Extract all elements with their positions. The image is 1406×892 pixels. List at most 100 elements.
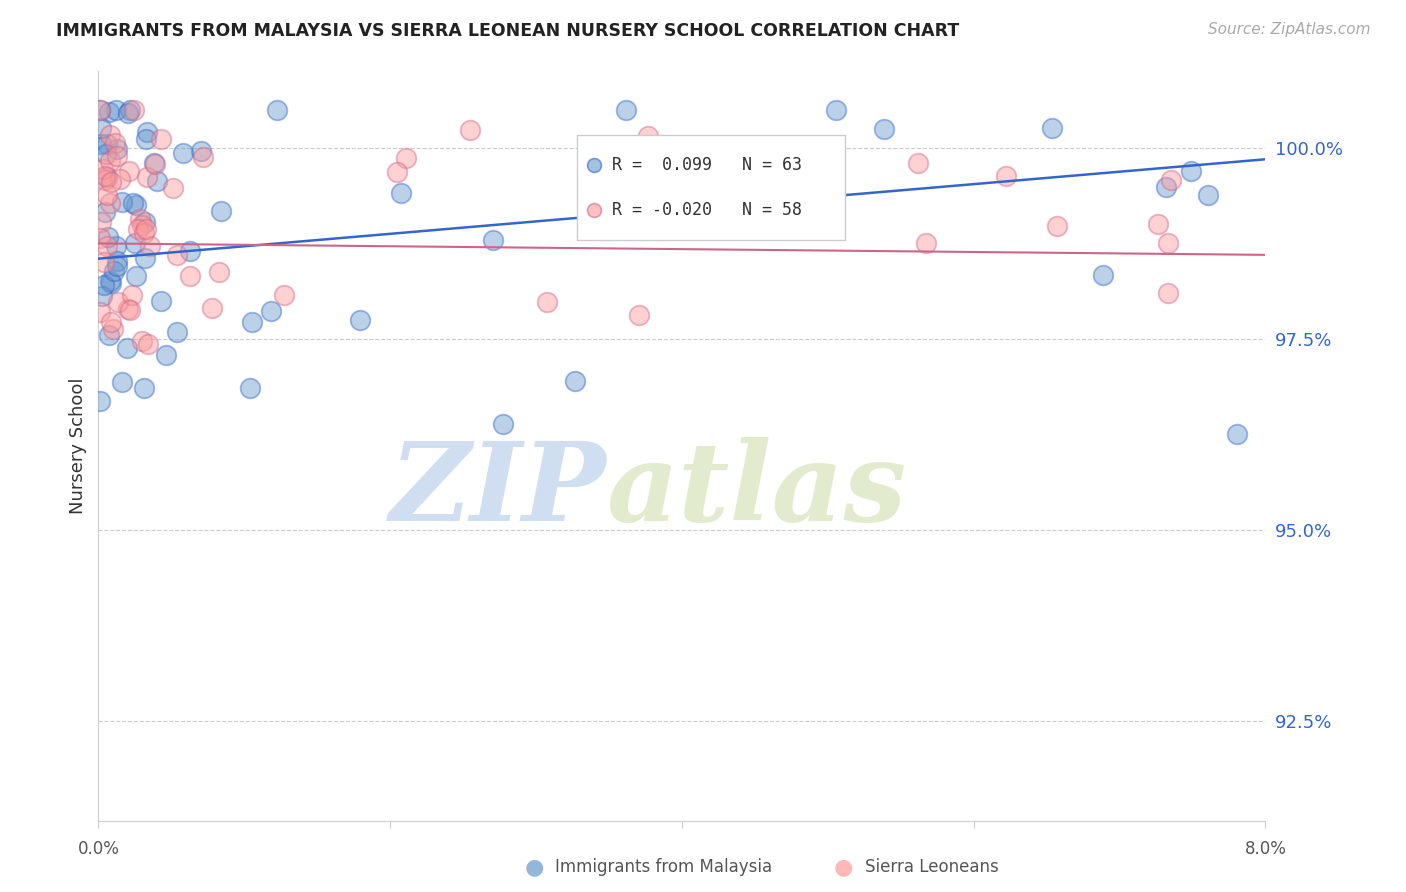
Point [824, 103, 846, 117]
Point [104, 136, 127, 151]
Point [907, 156, 929, 170]
Point [125, 198, 148, 212]
Point [105, 142, 128, 156]
Point [146, 174, 169, 188]
Point [162, 181, 184, 195]
Point [166, 325, 188, 339]
Point [191, 150, 214, 164]
Point [97, 105, 120, 120]
Point [134, 251, 156, 265]
Point [179, 244, 201, 259]
Point [266, 103, 288, 117]
Point [155, 348, 177, 362]
Point [873, 122, 896, 136]
Point [89, 393, 111, 408]
Point [100, 175, 122, 189]
Point [94, 169, 117, 184]
Point [259, 303, 281, 318]
Point [808, 219, 831, 233]
Point [90, 289, 112, 303]
Point [1160, 173, 1182, 187]
Point [94, 172, 117, 186]
Point [128, 211, 150, 226]
Point [98, 274, 121, 288]
Text: ●: ● [524, 857, 544, 877]
Point [124, 236, 146, 251]
Point [89, 231, 111, 245]
Y-axis label: Nursery School: Nursery School [69, 377, 87, 515]
Point [172, 146, 194, 161]
Point [107, 295, 129, 310]
Point [385, 165, 408, 179]
Point [349, 313, 371, 327]
Point [536, 295, 558, 310]
Point [93, 255, 115, 269]
Point [994, 169, 1017, 183]
Point [394, 151, 416, 165]
Point [179, 268, 201, 283]
Point [122, 103, 145, 117]
Point [103, 264, 125, 278]
Point [131, 218, 153, 232]
Point [1092, 268, 1115, 283]
Point [131, 334, 153, 348]
Point [564, 374, 586, 388]
Text: atlas: atlas [606, 437, 907, 545]
Point [1046, 219, 1069, 234]
Point [105, 253, 128, 268]
Point [105, 149, 128, 163]
Point [108, 172, 131, 186]
Point [166, 248, 188, 262]
Point [239, 381, 262, 395]
Point [637, 128, 659, 143]
Point [135, 125, 157, 139]
Point [208, 264, 231, 278]
Text: Sierra Leoneans: Sierra Leoneans [865, 858, 998, 876]
Point [460, 122, 482, 136]
Point [101, 322, 124, 336]
Point [111, 375, 134, 389]
Point [105, 103, 128, 117]
Text: Immigrants from Malaysia: Immigrants from Malaysia [555, 858, 772, 876]
Point [97, 229, 120, 244]
Point [117, 106, 139, 120]
Point [1154, 179, 1177, 194]
Point [389, 186, 412, 200]
Point [96, 187, 118, 202]
Point [121, 288, 143, 302]
Point [91, 161, 114, 176]
Point [89, 304, 111, 318]
Point [273, 288, 295, 302]
Point [134, 381, 156, 395]
Point [915, 235, 938, 250]
Point [1040, 120, 1063, 135]
Point [614, 103, 637, 117]
Point [135, 222, 157, 236]
Point [1157, 235, 1180, 250]
Point [111, 194, 134, 209]
Point [1225, 427, 1247, 442]
Point [107, 259, 129, 273]
Point [100, 276, 122, 290]
Point [481, 233, 503, 247]
Text: IMMIGRANTS FROM MALAYSIA VS SIERRA LEONEAN NURSERY SCHOOL CORRELATION CHART: IMMIGRANTS FROM MALAYSIA VS SIERRA LEONE… [56, 22, 959, 40]
Point [139, 239, 162, 253]
Point [90, 120, 112, 135]
Text: ZIP: ZIP [389, 437, 606, 545]
Point [118, 302, 141, 317]
Point [104, 239, 127, 253]
Point [125, 268, 148, 283]
Point [1157, 286, 1180, 301]
Point [209, 204, 232, 219]
Text: Source: ZipAtlas.com: Source: ZipAtlas.com [1208, 22, 1371, 37]
Text: R =  0.099   N = 63: R = 0.099 N = 63 [612, 156, 801, 174]
Text: ●: ● [834, 857, 853, 877]
Text: 0.0%: 0.0% [77, 839, 120, 858]
Point [675, 188, 697, 202]
Point [150, 294, 173, 309]
Point [98, 154, 121, 169]
FancyBboxPatch shape [576, 135, 845, 240]
Point [145, 157, 167, 171]
Point [94, 146, 117, 161]
Point [136, 336, 159, 351]
